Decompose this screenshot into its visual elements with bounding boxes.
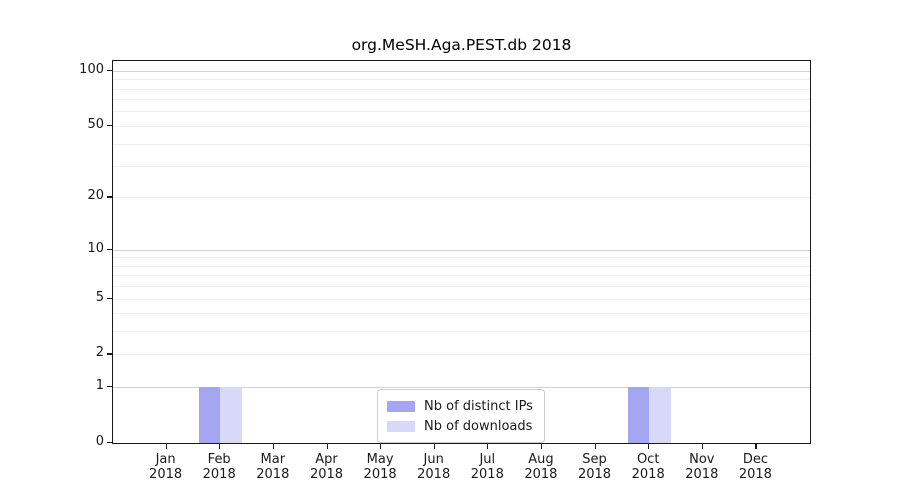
minor-gridline xyxy=(113,88,810,90)
minor-gridline xyxy=(113,265,810,267)
chart-title: org.MeSH.Aga.PEST.db 2018 xyxy=(351,36,572,54)
x-tick-label: Apr 2018 xyxy=(309,452,344,482)
minor-gridline xyxy=(113,286,810,288)
x-tick-mark xyxy=(755,444,757,449)
y-tick-label: 10 xyxy=(87,240,104,256)
legend-swatch-distinct-ips-icon xyxy=(387,400,415,412)
y-tick-label: 20 xyxy=(87,188,104,204)
y-tick-mark xyxy=(107,353,112,355)
minor-gridline xyxy=(113,313,810,315)
minor-gridline xyxy=(113,197,810,199)
y-tick-label: 1 xyxy=(95,378,104,394)
y-tick-mark xyxy=(107,124,112,127)
x-tick-label: Aug 2018 xyxy=(524,452,558,482)
x-tick-mark xyxy=(701,444,703,449)
minor-gridline xyxy=(113,125,810,127)
x-tick-mark xyxy=(326,444,328,449)
x-tick-mark xyxy=(540,444,543,449)
x-tick-label: Dec 2018 xyxy=(738,452,772,482)
minor-gridline xyxy=(113,275,810,277)
minor-gridline xyxy=(113,354,810,356)
x-tick-label: May 2018 xyxy=(363,452,397,482)
minor-gridline xyxy=(113,257,810,259)
minor-gridline xyxy=(113,143,810,145)
y-tick-mark xyxy=(107,386,112,388)
x-tick-mark xyxy=(272,444,274,449)
y-tick-mark xyxy=(107,248,112,250)
legend-label-downloads: Nb of downloads xyxy=(424,418,533,434)
y-tick-label: 50 xyxy=(87,116,104,132)
y-tick-label: 100 xyxy=(79,61,104,77)
minor-gridline xyxy=(113,111,810,113)
x-tick-mark xyxy=(219,444,221,449)
y-tick-label: 0 xyxy=(95,434,104,449)
x-tick-label: Feb 2018 xyxy=(202,452,236,482)
x-tick-mark xyxy=(165,444,167,449)
y-tick-mark xyxy=(107,69,112,71)
plot-area: Nb of distinct IPs Nb of downloads xyxy=(112,60,811,444)
bar-downloads-oct xyxy=(649,387,671,443)
x-tick-label: Jul 2018 xyxy=(470,452,504,482)
major-gridline xyxy=(113,387,810,389)
y-tick-label: 5 xyxy=(95,289,104,305)
y-tick-mark xyxy=(107,442,112,444)
x-tick-label: Nov 2018 xyxy=(685,452,719,482)
legend-item-downloads: Nb of downloads xyxy=(387,416,535,436)
x-tick-mark xyxy=(433,444,435,449)
bar-downloads-feb xyxy=(220,387,242,443)
minor-gridline xyxy=(113,298,810,300)
x-tick-label: Sep 2018 xyxy=(577,452,612,482)
x-tick-mark xyxy=(487,444,489,449)
x-tick-label: Jan 2018 xyxy=(149,452,183,482)
x-tick-label: Oct 2018 xyxy=(631,452,665,482)
y-tick-mark xyxy=(107,297,112,299)
y-tick-mark xyxy=(107,196,112,198)
x-tick-mark xyxy=(380,444,382,449)
minor-gridline xyxy=(113,166,810,167)
major-gridline xyxy=(113,249,810,251)
minor-gridline xyxy=(113,331,810,333)
x-tick-mark xyxy=(594,444,596,449)
major-gridline xyxy=(113,70,810,72)
bar-distinct-ips-oct xyxy=(627,387,650,443)
x-tick-label: Jun 2018 xyxy=(417,452,451,482)
legend-label-distinct-ips: Nb of distinct IPs xyxy=(424,398,533,414)
legend-swatch-downloads-icon xyxy=(387,420,415,432)
bar-distinct-ips-feb xyxy=(198,387,221,443)
y-tick-label: 2 xyxy=(95,345,104,361)
minor-gridline xyxy=(113,99,810,101)
minor-gridline xyxy=(113,79,810,81)
legend-item-distinct-ips: Nb of distinct IPs xyxy=(387,396,535,416)
x-tick-label: Mar 2018 xyxy=(256,452,290,482)
legend: Nb of distinct IPs Nb of downloads xyxy=(377,389,545,443)
x-tick-mark xyxy=(648,444,650,449)
